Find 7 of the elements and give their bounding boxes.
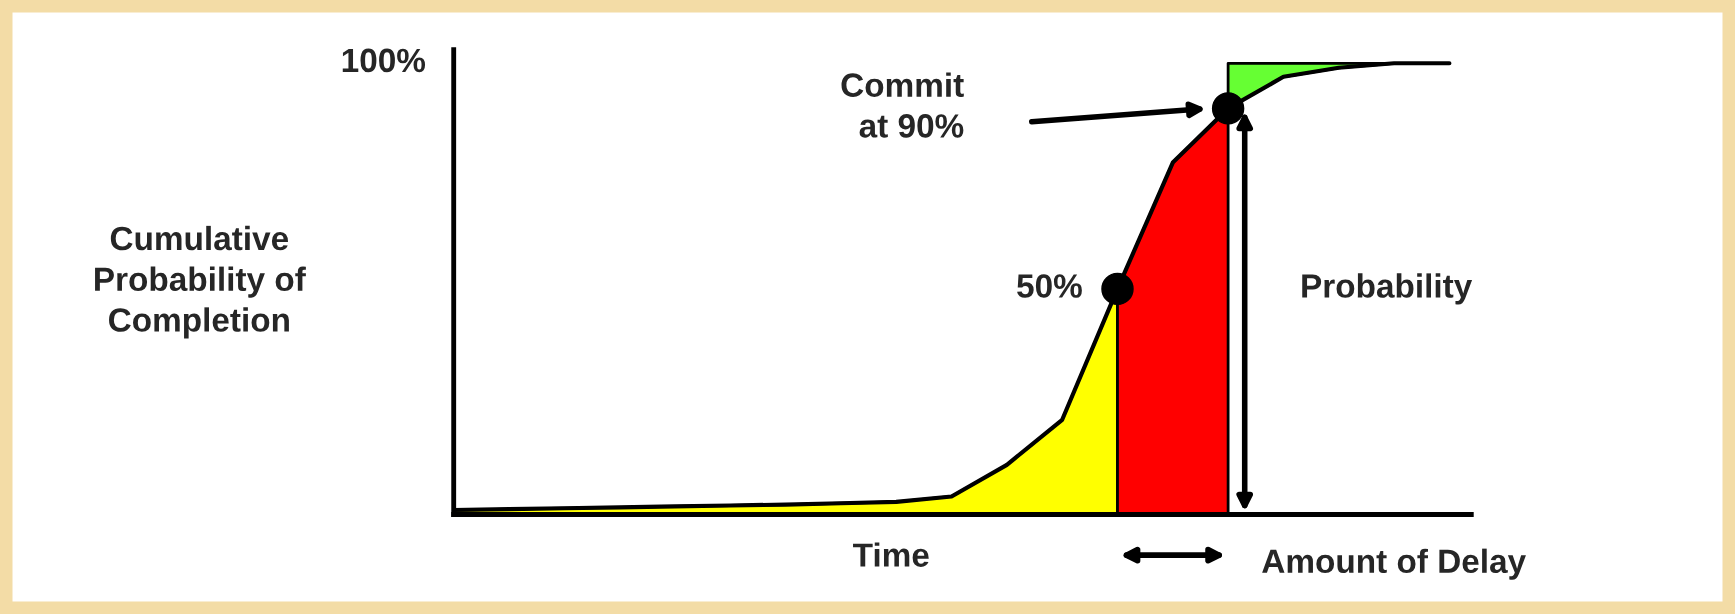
y-axis-title: Cumulative Probability of Completion (95, 225, 306, 339)
annotation: Commit at 90% (841, 72, 964, 138)
text: 100% (342, 48, 426, 73)
text: Amount of Delay (1262, 548, 1526, 580)
annotation: Probability (1302, 273, 1473, 305)
x-axis-title: Time (853, 542, 929, 567)
annotation: 50% (1017, 274, 1082, 298)
